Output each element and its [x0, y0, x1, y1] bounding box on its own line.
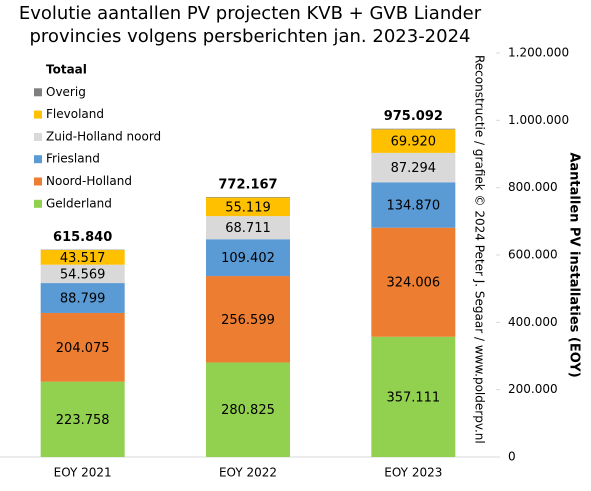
- bar-segment: [206, 197, 290, 217]
- y-tick-label: 800.000: [508, 180, 558, 194]
- bar-segment: [40, 283, 125, 313]
- bar-segment: [371, 227, 456, 337]
- bar-segment: [206, 216, 290, 240]
- bar-segment: [40, 250, 125, 265]
- x-tick-label: EOY 2023: [384, 466, 442, 480]
- value-label: 223.758: [56, 413, 110, 428]
- bar-segment: [371, 152, 456, 183]
- y-tick-label: 400.000: [508, 315, 558, 329]
- legend-swatch: [34, 110, 42, 119]
- legend-swatch: [34, 177, 42, 186]
- x-tick-label: EOY 2022: [219, 466, 277, 480]
- legend-swatch: [34, 132, 42, 141]
- value-label: 109.402: [221, 251, 275, 266]
- legend-label: Gelderland: [46, 196, 112, 210]
- value-label: 134.870: [386, 198, 440, 213]
- total-label: 772.167: [218, 178, 277, 193]
- bar-segment: [206, 362, 290, 457]
- y-tick-label: 1.000.000: [508, 113, 569, 127]
- legend-label: Friesland: [46, 152, 100, 166]
- y-tick-label: 600.000: [508, 248, 558, 262]
- total-label: 975.092: [384, 109, 443, 124]
- annotation: Reconstructie / grafiek © 2024 Peter J. …: [473, 55, 487, 444]
- value-label: 55.119: [225, 200, 271, 215]
- bar-segment: [206, 197, 290, 198]
- legend-swatch: [34, 199, 42, 208]
- y-tick-label: 200.000: [508, 382, 558, 396]
- legend-label: Noord-Holland: [46, 174, 132, 188]
- value-label: 87.294: [391, 161, 437, 176]
- bar-segment: [371, 129, 456, 153]
- value-label: 68.711: [225, 221, 271, 236]
- bar-segment: [371, 182, 456, 228]
- bar-segment: [40, 312, 125, 382]
- y-tick-label: 0: [508, 450, 516, 464]
- legend-label: Totaal: [46, 63, 87, 77]
- bar-segment: [206, 276, 290, 363]
- y-tick-label: 1.200.000: [508, 46, 569, 60]
- value-label: 280.825: [221, 403, 275, 418]
- bar-segment: [40, 264, 125, 284]
- bar-segment: [371, 336, 456, 457]
- legend-label: Flevoland: [46, 107, 104, 121]
- value-label: 324.006: [386, 276, 440, 291]
- value-label: 256.599: [221, 313, 275, 328]
- value-label: 43.517: [60, 251, 106, 266]
- bar-segment: [371, 128, 456, 130]
- x-tick-label: EOY 2021: [54, 466, 112, 480]
- y-axis-label: Aantallen PV installaties (EOY): [567, 152, 582, 377]
- legend-swatch: [34, 155, 42, 164]
- value-label: 69.920: [391, 135, 437, 150]
- value-label: 88.799: [60, 292, 106, 307]
- value-label: 204.075: [56, 341, 110, 356]
- total-label: 615.840: [53, 230, 112, 245]
- bar-segment: [206, 239, 290, 277]
- legend-label: Zuid-Holland noord: [46, 129, 161, 143]
- chart-title: Evolutie aantallen PV projecten KVB + GV…: [19, 3, 482, 24]
- value-label: 357.111: [386, 390, 440, 405]
- legend-swatch: [34, 88, 42, 97]
- chart-title: provincies volgens persberichten jan. 20…: [30, 26, 471, 47]
- bar-segment: [40, 381, 125, 457]
- legend-label: Overig: [46, 85, 86, 99]
- value-label: 54.569: [60, 267, 106, 282]
